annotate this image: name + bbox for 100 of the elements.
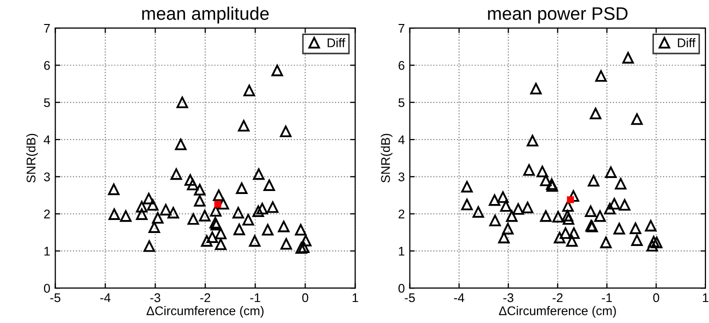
point [584, 205, 596, 217]
chart-title: mean amplitude [142, 6, 269, 24]
x-tick-label: -4 [100, 293, 110, 302]
point [461, 198, 473, 210]
point [256, 202, 268, 214]
point [136, 201, 148, 213]
point [498, 232, 510, 244]
y-tick-label: 5 [398, 98, 404, 108]
point [152, 212, 164, 224]
x-tick-label: -5 [50, 293, 60, 302]
point [600, 236, 612, 248]
point [194, 195, 206, 207]
point [214, 228, 227, 240]
x-axis-title: ΔCircumference (cm) [146, 306, 264, 318]
y-tick-label: 3 [398, 172, 404, 182]
point [176, 96, 188, 108]
point [144, 240, 156, 252]
point [238, 120, 250, 132]
point [646, 240, 658, 252]
point [136, 208, 148, 220]
point [170, 168, 182, 180]
x-tick-label: 1 [702, 293, 708, 302]
y-tick-label: 0 [398, 284, 404, 293]
point [200, 235, 213, 247]
x-tick-label: 0 [653, 293, 660, 302]
point [174, 138, 187, 150]
point [198, 210, 211, 222]
point [594, 210, 606, 222]
point [605, 166, 617, 178]
point [262, 224, 274, 236]
point [562, 213, 574, 225]
y-axis-title: SNR(dB) [26, 134, 38, 183]
point [622, 52, 634, 64]
x-tick-label: 0 [302, 293, 308, 302]
point [530, 82, 542, 94]
x-tick-label: -2 [552, 293, 563, 302]
x-tick-label: -1 [602, 293, 612, 302]
y-tick-label: 6 [44, 61, 50, 70]
point [631, 113, 643, 125]
point [590, 108, 602, 120]
point [644, 220, 657, 232]
point [566, 196, 574, 204]
point [168, 206, 180, 218]
point [232, 206, 244, 218]
point [523, 164, 535, 176]
point [512, 203, 524, 215]
point [295, 242, 307, 254]
point [500, 200, 512, 212]
x-tick-label: -3 [150, 293, 160, 302]
point [608, 198, 620, 210]
point [248, 235, 261, 247]
y-tick-label: 0 [44, 284, 50, 293]
point [461, 180, 473, 192]
y-tick-label: 1 [398, 246, 404, 256]
point [160, 204, 172, 216]
point [206, 231, 218, 243]
point [554, 232, 566, 244]
point [472, 206, 484, 218]
x-tick-label: -4 [454, 293, 464, 302]
point [148, 221, 160, 233]
point [280, 238, 292, 250]
y-tick-label: 6 [398, 61, 404, 70]
point [194, 184, 206, 196]
point [186, 178, 199, 190]
y-tick-label: 2 [398, 210, 404, 218]
point [278, 220, 290, 232]
point [506, 210, 518, 222]
legend-label: Diff [678, 38, 696, 48]
point [242, 214, 254, 226]
point [588, 175, 600, 187]
point [540, 210, 552, 222]
y-tick-label: 4 [44, 135, 50, 144]
point [147, 199, 159, 211]
point [300, 234, 312, 246]
point [280, 126, 292, 138]
point [263, 179, 275, 191]
point [568, 227, 580, 239]
point [566, 235, 578, 247]
point [236, 182, 248, 194]
point [552, 211, 564, 223]
point [120, 210, 132, 222]
point [540, 174, 552, 186]
legend-label: Diff [328, 38, 346, 48]
point [271, 64, 283, 76]
point [562, 200, 574, 212]
y-tick-label: 3 [44, 172, 50, 182]
point [613, 222, 625, 234]
point [217, 198, 230, 210]
point [536, 166, 548, 178]
x-tick-label: 1 [352, 293, 358, 302]
point [526, 134, 538, 146]
point [595, 70, 607, 82]
x-tick-label: -3 [503, 293, 514, 302]
point [210, 205, 222, 217]
x-axis-title: ΔCircumference (cm) [498, 306, 616, 318]
y-tick-label: 7 [44, 24, 50, 33]
y-tick-label: 7 [398, 24, 404, 33]
point [214, 238, 227, 250]
point [108, 184, 120, 196]
point [497, 191, 509, 203]
